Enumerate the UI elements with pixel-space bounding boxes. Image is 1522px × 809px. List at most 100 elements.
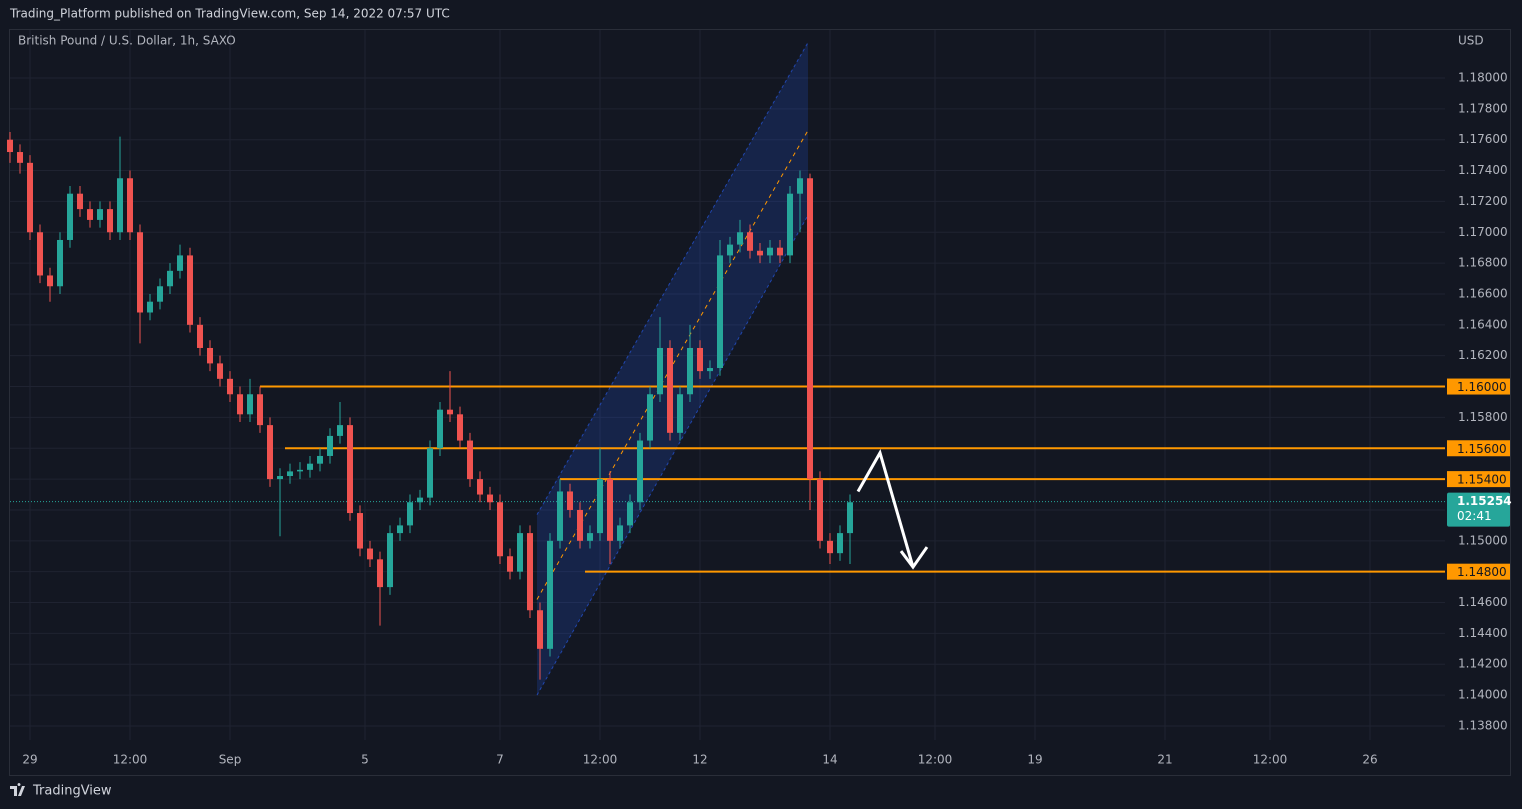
- candle-body: [167, 270, 173, 287]
- candle-body: [437, 409, 443, 449]
- candle-body: [327, 435, 333, 456]
- candle-body: [57, 239, 63, 287]
- symbol-title: British Pound / U.S. Dollar, 1h, SAXO: [18, 34, 236, 48]
- candle-body: [557, 491, 563, 541]
- projection-arrowhead: [899, 546, 929, 570]
- candle-body: [377, 559, 383, 588]
- candle-body: [687, 347, 693, 395]
- candle-body: [147, 301, 153, 313]
- candle-body: [667, 347, 673, 433]
- candle-body: [717, 255, 723, 369]
- candle-body: [827, 540, 833, 554]
- level-price-label: 1.14800: [1457, 565, 1507, 579]
- candle-body: [77, 193, 83, 210]
- x-tick-label: 12: [692, 753, 707, 767]
- last-price-box: [1447, 492, 1510, 527]
- x-tick-label: 19: [1027, 753, 1042, 767]
- candle-body: [367, 548, 373, 560]
- channel-upper: [536, 42, 809, 515]
- candle-body: [587, 533, 593, 541]
- y-tick-label: 1.14200: [1458, 657, 1508, 671]
- candle-body: [817, 479, 823, 541]
- candle-body: [477, 479, 483, 495]
- tradingview-logo: [10, 782, 25, 796]
- candle-body: [127, 178, 133, 233]
- candle-body: [427, 448, 433, 498]
- candle-body: [157, 286, 163, 302]
- candle-body: [337, 425, 343, 436]
- candle-body: [37, 232, 43, 276]
- candle-body: [517, 533, 523, 572]
- candle-body: [247, 394, 253, 415]
- candle-body: [537, 610, 543, 649]
- x-tick-label: 29: [22, 753, 37, 767]
- candle-body: [297, 469, 303, 472]
- candle-body: [737, 232, 743, 245]
- x-tick-label: 12:00: [918, 753, 953, 767]
- candle-body: [217, 363, 223, 379]
- candle-body: [447, 409, 453, 415]
- candle-body: [357, 513, 363, 549]
- candle-body: [387, 533, 393, 588]
- candle-body: [577, 509, 583, 541]
- projection-path: [856, 449, 915, 568]
- candle-body: [397, 525, 403, 534]
- level-price-label: 1.15400: [1457, 473, 1507, 487]
- currency: USD: [1458, 34, 1484, 48]
- x-tick-label: 5: [361, 753, 369, 767]
- y-tick-label: 1.16400: [1458, 317, 1508, 331]
- x-tick-label: 12:00: [583, 753, 618, 767]
- last-price-label: 1.15254: [1457, 494, 1512, 508]
- channel-lower: [536, 215, 809, 696]
- candle-body: [257, 394, 263, 426]
- candle-body: [347, 425, 353, 514]
- frame: [9, 29, 1511, 776]
- candle-body: [287, 471, 293, 477]
- candle-body: [567, 491, 573, 510]
- y-tick-label: 1.16200: [1458, 348, 1508, 362]
- y-tick-label: 1.17800: [1458, 101, 1508, 115]
- y-tick-label: 1.16600: [1458, 286, 1508, 300]
- candle-body: [417, 497, 423, 503]
- candle-body: [767, 247, 773, 256]
- y-tick-label: 1.14600: [1458, 595, 1508, 609]
- candle-body: [267, 425, 273, 480]
- candle-body: [277, 476, 283, 480]
- candle-body: [237, 394, 243, 415]
- y-tick-label: 1.14000: [1458, 688, 1508, 702]
- candle-body: [7, 139, 13, 153]
- candle-body: [797, 178, 803, 194]
- x-tick-label: 21: [1157, 753, 1172, 767]
- level-price-label: 1.15600: [1457, 442, 1507, 456]
- y-tick-label: 1.17200: [1458, 194, 1508, 208]
- x-tick-label: Sep: [219, 753, 242, 767]
- level-price-box: [1447, 440, 1510, 457]
- y-tick-label: 1.17400: [1458, 163, 1508, 177]
- last-price-countdown: 02:41: [1457, 509, 1492, 523]
- y-tick-label: 1.16800: [1458, 256, 1508, 270]
- candle-body: [97, 209, 103, 220]
- y-tick-label: 1.13800: [1458, 718, 1508, 732]
- y-tick-label: 1.17000: [1458, 225, 1508, 239]
- header: Trading_Platform published on TradingVie…: [9, 7, 450, 21]
- candle-body: [487, 494, 493, 503]
- candle-body: [307, 463, 313, 470]
- candle-body: [227, 378, 233, 395]
- candle-body: [707, 368, 713, 372]
- candle-body: [27, 162, 33, 233]
- x-tick-label: 14: [822, 753, 837, 767]
- y-tick-label: 1.18000: [1458, 70, 1508, 84]
- candle-body: [617, 525, 623, 541]
- candle-body: [87, 209, 93, 220]
- footer-brand: TradingView: [32, 784, 112, 799]
- x-tick-label: 26: [1362, 753, 1377, 767]
- candle-body: [547, 540, 553, 649]
- candle-body: [627, 502, 633, 526]
- candle-body: [727, 244, 733, 256]
- candle-body: [187, 255, 193, 325]
- candle-body: [67, 193, 73, 240]
- candle-body: [787, 193, 793, 256]
- candle-body: [317, 455, 323, 464]
- candle-body: [847, 502, 853, 534]
